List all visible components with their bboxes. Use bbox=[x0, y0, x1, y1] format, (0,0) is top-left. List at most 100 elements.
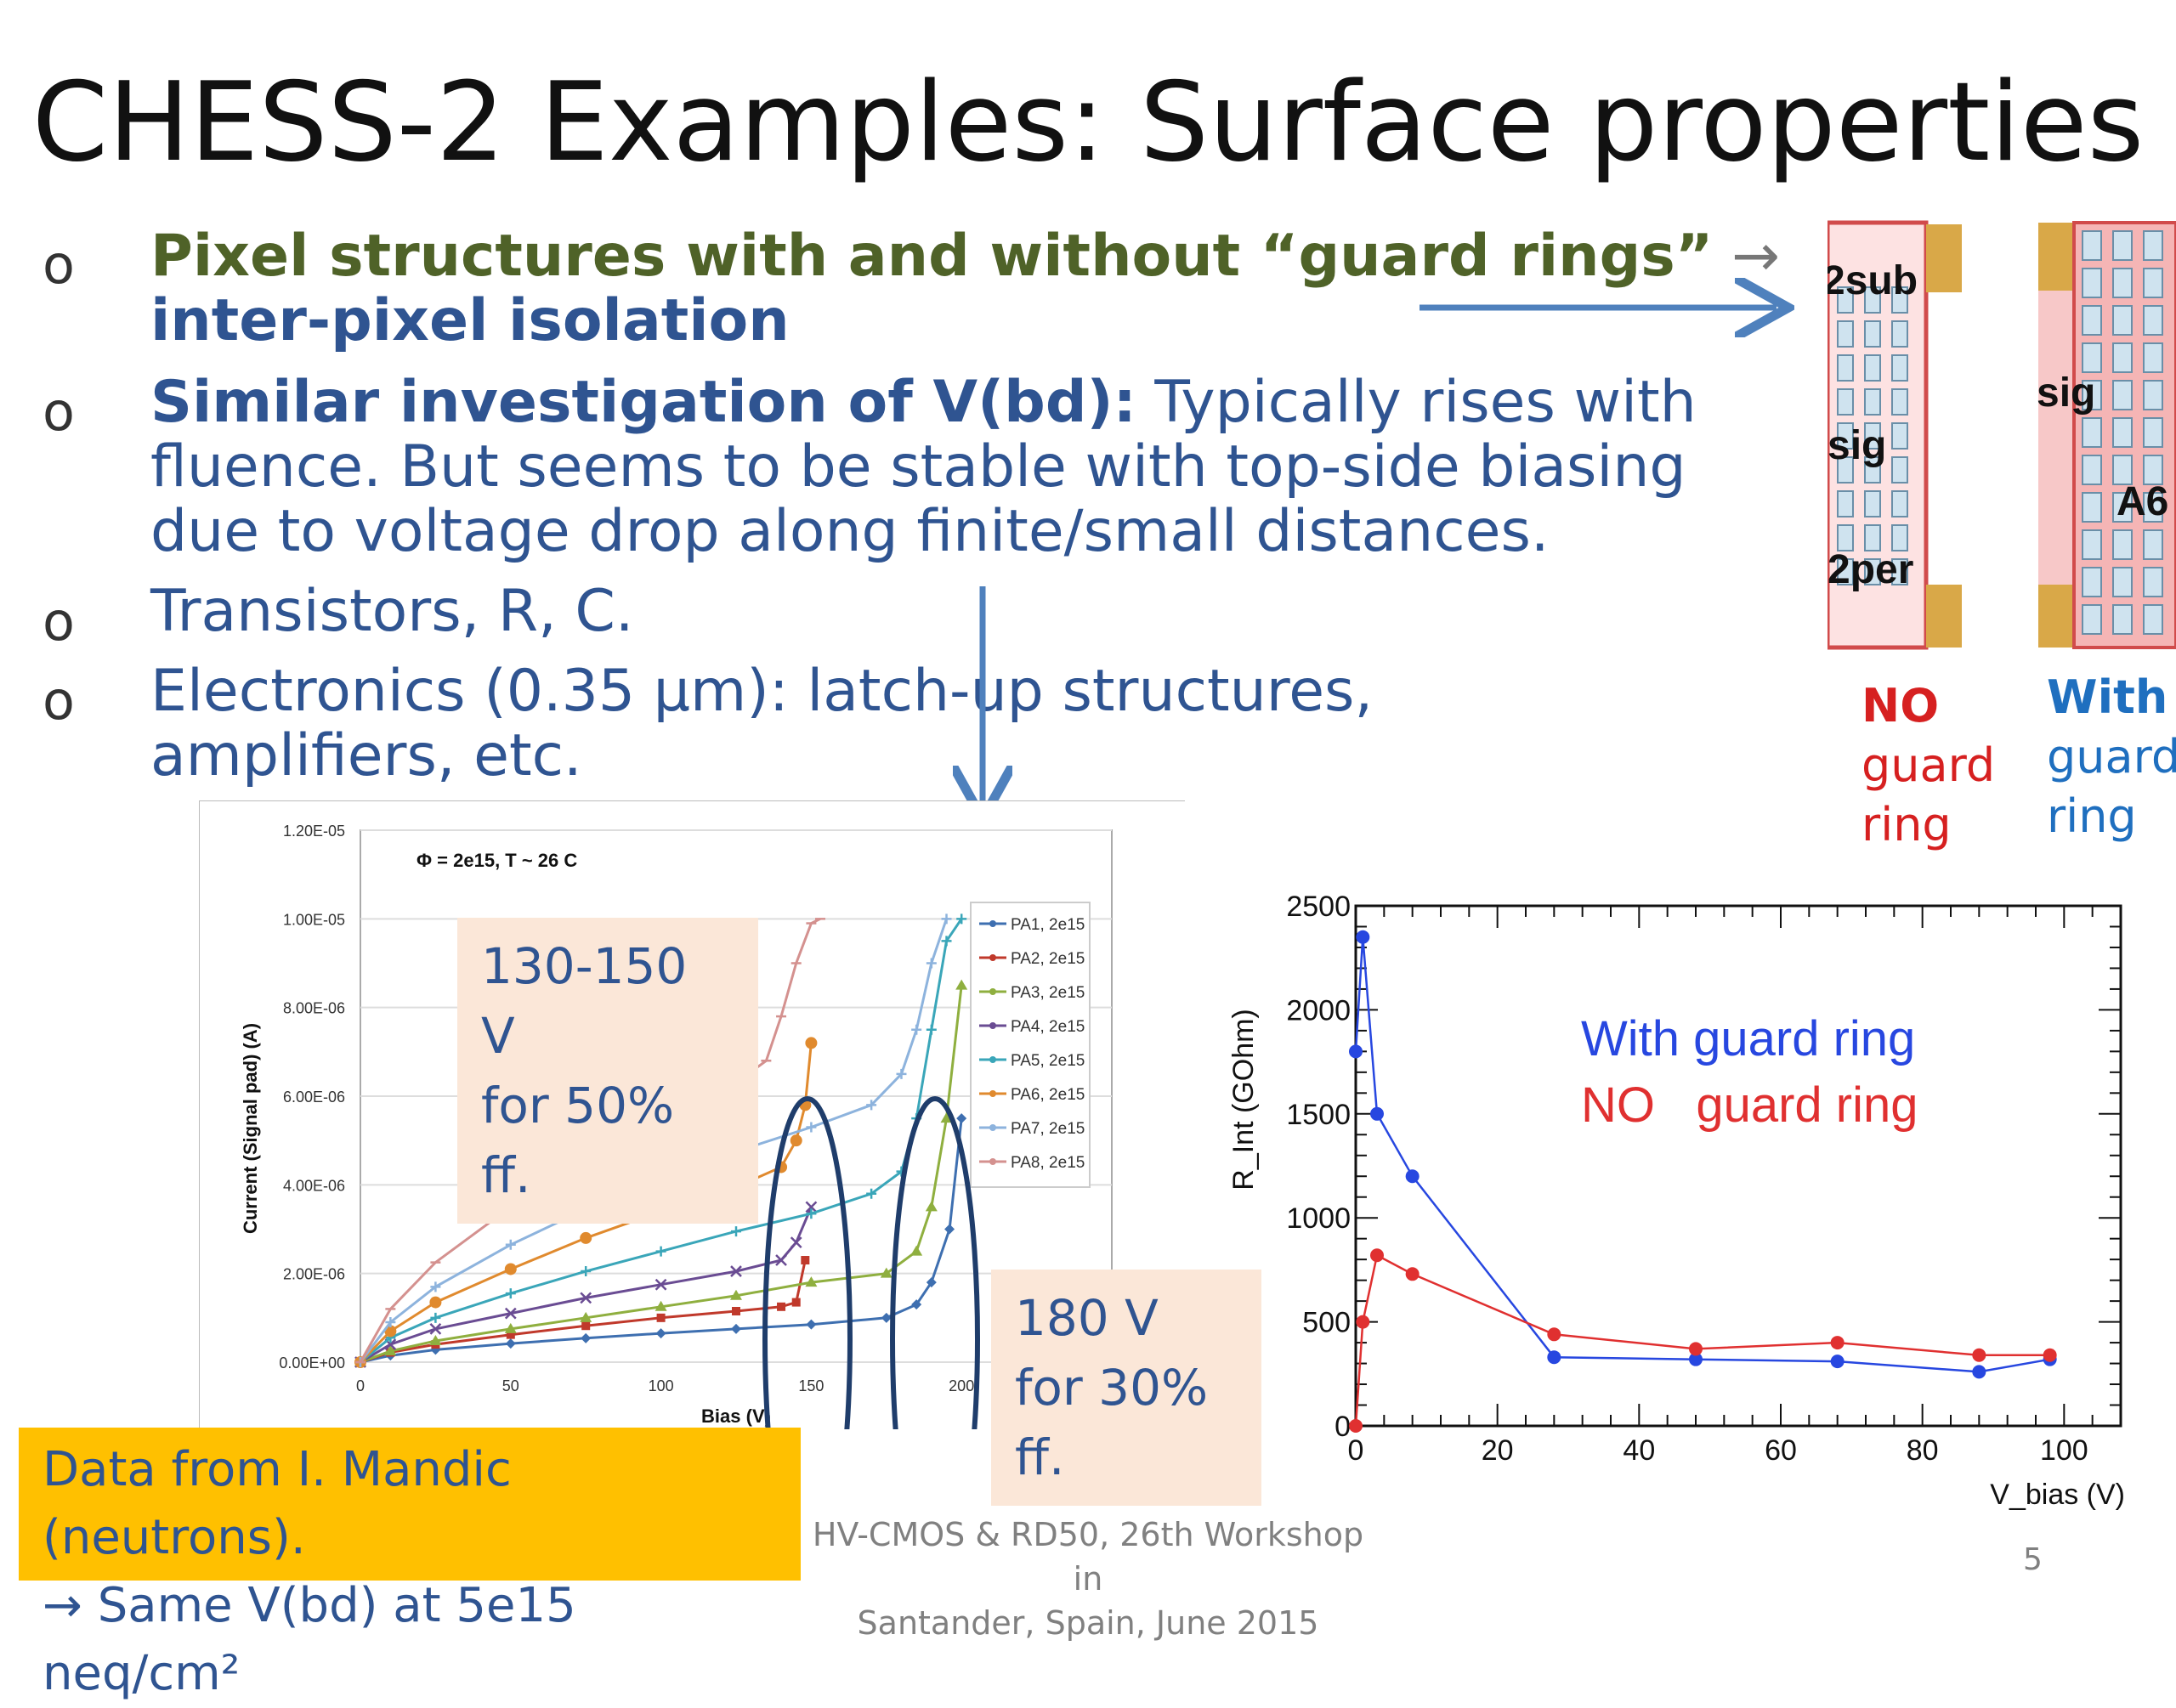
chart1-data-point bbox=[731, 1323, 741, 1334]
chart1-xtick-label: 100 bbox=[649, 1377, 674, 1394]
layout-cell bbox=[1864, 456, 1881, 484]
layout-cell bbox=[2143, 492, 2163, 523]
chart2-xlabel: V_bias (V) bbox=[1990, 1479, 2125, 1511]
layout-cell bbox=[1864, 558, 1881, 585]
layout-cell bbox=[2112, 492, 2133, 523]
chart1-legend-marker bbox=[989, 1124, 996, 1131]
chart1-data-point bbox=[805, 1201, 818, 1213]
chart1-legend-marker bbox=[989, 954, 996, 961]
data-source-box: Data from I. Mandic (neutrons). → Same V… bbox=[19, 1428, 801, 1701]
chart1-data-point bbox=[944, 1224, 955, 1235]
layout-cell bbox=[1864, 422, 1881, 450]
ellipse-150v bbox=[762, 1096, 853, 1429]
chart1-data-point bbox=[926, 1277, 937, 1288]
chart2-data-point bbox=[1972, 1348, 1986, 1362]
chart1-series-line bbox=[360, 918, 963, 1364]
layout-cell bbox=[2082, 604, 2102, 635]
layout-cell bbox=[2112, 604, 2133, 635]
chart1-series-line bbox=[360, 1259, 807, 1364]
chart1-legend-marker bbox=[989, 1090, 996, 1097]
layout-cell bbox=[1864, 320, 1881, 348]
data-box-line-2: → Same V(bd) at 5e15 neq/cm² bbox=[42, 1578, 576, 1701]
chart1-data-point bbox=[504, 1307, 517, 1320]
label-with-guard: guard bbox=[2047, 730, 2176, 783]
chart1-data-point bbox=[866, 1188, 877, 1199]
chart2-data-point bbox=[1356, 1315, 1370, 1329]
layout-cell bbox=[2112, 567, 2133, 597]
ellipse-190v bbox=[890, 1096, 980, 1429]
chart2-series bbox=[1349, 930, 2057, 1379]
layout-label-2per: 2per bbox=[1828, 547, 1913, 592]
chart1-data-point bbox=[926, 958, 937, 969]
chart2-ytick-label: 500 bbox=[1302, 1307, 1351, 1339]
chart1-data-point bbox=[505, 1338, 516, 1349]
layout-cell bbox=[1837, 558, 1854, 585]
layout-cell bbox=[1837, 354, 1854, 382]
chart1-ytick-label: 2.00E-06 bbox=[283, 1266, 345, 1283]
chart2-data-point bbox=[1405, 1267, 1420, 1281]
layout-cell bbox=[1837, 320, 1854, 348]
layout-cell bbox=[1891, 388, 1908, 416]
chart2-ytick-label: 1000 bbox=[1286, 1202, 1351, 1235]
chart1-data-point bbox=[866, 1100, 877, 1111]
chart2-legend-with: With guard ring bbox=[1581, 1011, 1915, 1066]
chart1-data-point bbox=[506, 1330, 515, 1339]
data-box-line-1: Data from I. Mandic (neutrons). bbox=[42, 1442, 512, 1565]
chart1-data-point bbox=[580, 1231, 592, 1244]
arrows-layer bbox=[0, 0, 2176, 1632]
layout-cell bbox=[1864, 388, 1881, 416]
bullet-3-text: Transistors, R, C. bbox=[150, 578, 634, 645]
layout-cell bbox=[1837, 456, 1854, 484]
layout-cell bbox=[2112, 305, 2133, 336]
chart2-data-point bbox=[1356, 930, 1370, 944]
chart1-data-point bbox=[385, 1317, 396, 1328]
chart1-data-point bbox=[940, 1112, 953, 1123]
chart1-data-point bbox=[896, 1068, 907, 1079]
bullet-2-line-3: due to voltage drop along finite/small d… bbox=[150, 498, 1550, 565]
chart1-series bbox=[354, 1201, 818, 1368]
chart1-data-point bbox=[655, 1328, 666, 1339]
note-180v: 180 V for 30% ff. bbox=[991, 1270, 1261, 1506]
layout-cell bbox=[2112, 417, 2133, 448]
chart1-data-point bbox=[805, 1037, 818, 1049]
chart1-legend-marker bbox=[989, 1158, 996, 1165]
chart1-annotation: Φ = 2e15, T ~ 26 C bbox=[416, 850, 577, 871]
layout-cell bbox=[1891, 490, 1908, 517]
note-1-line-1: 130-150 V bbox=[481, 937, 688, 1065]
chart1-data-point bbox=[806, 1319, 817, 1330]
chart2-xtick-label: 60 bbox=[1765, 1434, 1797, 1467]
layout-cell bbox=[1891, 524, 1908, 551]
chart1-series bbox=[354, 979, 968, 1366]
chart1-legend-marker bbox=[989, 988, 996, 995]
chart1-legend-label: PA2, 2e15 bbox=[1011, 950, 1085, 968]
chart1-xtick-label: 50 bbox=[502, 1377, 519, 1394]
note-1-line-2: for 50% ff. bbox=[481, 1077, 675, 1204]
label-with-guard-ring: With guard ring bbox=[2047, 668, 2176, 846]
layout-cell bbox=[1837, 286, 1854, 314]
layout-cell bbox=[2112, 455, 2133, 485]
layout-cell bbox=[2112, 529, 2133, 560]
chart1-data-point bbox=[801, 1256, 810, 1265]
layout-cell bbox=[2082, 455, 2102, 485]
layout-cell bbox=[2082, 417, 2102, 448]
bullet-1-line-1: Pixel structures with and without “guard… bbox=[150, 224, 1780, 289]
chart1-data-point bbox=[806, 1122, 817, 1133]
chart1-data-point bbox=[504, 1263, 517, 1275]
layout-cell bbox=[2082, 567, 2102, 597]
chart1-data-point bbox=[790, 1134, 802, 1147]
bullet-2-rest: Typically rises with bbox=[1136, 369, 1697, 436]
chart1-data-point bbox=[926, 1024, 937, 1035]
chart2-data-point bbox=[1405, 1169, 1420, 1184]
chart1-data-point bbox=[730, 1289, 742, 1300]
chart1-data-point bbox=[580, 1292, 592, 1304]
chart2-data-point bbox=[1689, 1352, 1703, 1366]
label-no-ring: ring bbox=[1862, 798, 1952, 851]
chart1-ylabel: Current (Signal pad) (A) bbox=[240, 1023, 261, 1234]
chart1-xtick-label: 0 bbox=[356, 1377, 365, 1394]
chart2-plot-frame bbox=[1354, 904, 2122, 1428]
chart2-data-point bbox=[1830, 1336, 1844, 1350]
chart1-data-point bbox=[956, 913, 967, 925]
bullet-marker: o bbox=[42, 381, 75, 443]
layout-cell bbox=[2143, 380, 2163, 410]
chart1-data-point bbox=[911, 1024, 922, 1035]
